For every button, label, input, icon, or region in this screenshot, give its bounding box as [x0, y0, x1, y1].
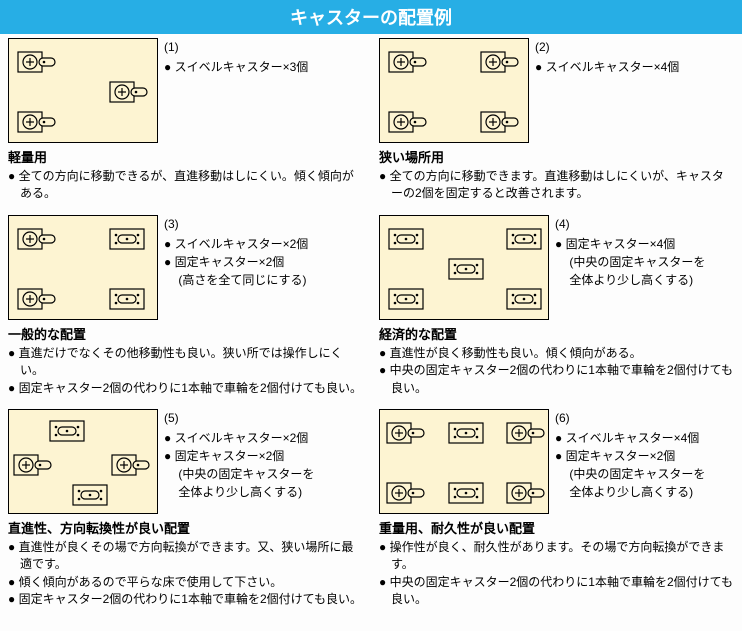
spec-line: スイベルキャスター×4個: [555, 429, 705, 447]
panel-heading: 重量用、耐久性が良い配置: [379, 518, 734, 537]
bullet-item: 操作性が良く、耐久性があります。その場で方向転換ができます。: [379, 539, 734, 574]
fixed-caster-icon: [448, 418, 484, 448]
panel-heading: 軽量用: [8, 147, 363, 166]
panel-specs: (3) スイベルキャスター×2個固定キャスター×2個(高さを全て同じにする): [164, 215, 308, 289]
page-title: キャスターの配置例: [290, 8, 452, 28]
panel-specs: (5) スイベルキャスター×2個固定キャスター×2個(中央の固定キャスターを 全体…: [164, 409, 314, 501]
bullet-item: 傾く傾向があるので平らな床で使用して下さい。: [8, 574, 363, 591]
spec-line: スイベルキャスター×3個: [164, 58, 308, 76]
swivel-caster-icon: [386, 418, 426, 448]
diagram-3: [8, 215, 158, 320]
bullet-list: 全ての方向に移動できます。直進移動はしにくいが、キャスターの2個を固定すると改善…: [379, 168, 734, 203]
bullet-list: 全ての方向に移動できるが、直進移動はしにくい。傾く傾向がある。: [8, 168, 363, 203]
bullet-item: 固定キャスター2個の代わりに1本軸で車輪を2個付けても良い。: [8, 380, 363, 397]
swivel-caster-icon: [17, 47, 57, 77]
fixed-caster-icon: [109, 284, 145, 314]
swivel-caster-icon: [480, 47, 520, 77]
bullet-item: 中央の固定キャスター2個の代わりに1本軸で車輪を2個付けても良い。: [379, 574, 734, 609]
panel-heading: 一般的な配置: [8, 324, 363, 343]
spec-line: 固定キャスター×4個: [555, 235, 705, 253]
panel-5: (5) スイベルキャスター×2個固定キャスター×2個(中央の固定キャスターを 全体…: [0, 405, 371, 617]
spec-line: 全体より少し高くする): [164, 483, 314, 501]
diagram-1: [8, 38, 158, 143]
bullet-list: 直進性が良くその場で方向転換ができます。又、狭い場所に最適です。傾く傾向があるの…: [8, 539, 363, 609]
swivel-caster-icon: [506, 418, 546, 448]
panel-grid: (1) スイベルキャスター×3個軽量用全ての方向に移動できるが、直進移動はしにくい…: [0, 34, 742, 617]
bullet-item: 全ての方向に移動できるが、直進移動はしにくい。傾く傾向がある。: [8, 168, 363, 203]
panel-heading: 直進性、方向転換性が良い配置: [8, 518, 363, 537]
bullet-item: 直進だけでなくその他移動性も良い。狭い所では操作しにくい。: [8, 345, 363, 380]
fixed-caster-icon: [506, 224, 542, 254]
swivel-caster-icon: [17, 224, 57, 254]
bullet-item: 直進性が良くその場で方向転換ができます。又、狭い場所に最適です。: [8, 539, 363, 574]
panel-number: (5): [164, 409, 314, 427]
diagram-5: [8, 409, 158, 514]
spec-line: (中央の固定キャスターを: [555, 465, 705, 483]
panel-specs: (1) スイベルキャスター×3個: [164, 38, 308, 76]
swivel-caster-icon: [17, 284, 57, 314]
fixed-caster-icon: [448, 478, 484, 508]
title-bar: キャスターの配置例: [0, 0, 742, 34]
swivel-caster-icon: [480, 107, 520, 137]
panel-heading: 経済的な配置: [379, 324, 734, 343]
panel-1: (1) スイベルキャスター×3個軽量用全ての方向に移動できるが、直進移動はしにくい…: [0, 34, 371, 211]
diagram-2: [379, 38, 529, 143]
spec-line: (高さを全て同じにする): [164, 271, 308, 289]
spec-line: 全体より少し高くする): [555, 271, 705, 289]
bullet-item: 固定キャスター2個の代わりに1本軸で車輪を2個付けても良い。: [8, 591, 363, 608]
swivel-caster-icon: [388, 107, 428, 137]
swivel-caster-icon: [386, 478, 426, 508]
fixed-caster-icon: [49, 416, 85, 446]
spec-line: スイベルキャスター×4個: [535, 58, 679, 76]
panel-number: (2): [535, 38, 679, 56]
panel-4: (4) 固定キャスター×4個(中央の固定キャスターを 全体より少し高くする) 経済的…: [371, 211, 742, 405]
spec-line: 固定キャスター×2個: [555, 447, 705, 465]
bullet-item: 全ての方向に移動できます。直進移動はしにくいが、キャスターの2個を固定すると改善…: [379, 168, 734, 203]
bullet-list: 直進性が良く移動性も良い。傾く傾向がある。中央の固定キャスター2個の代わりに1本…: [379, 345, 734, 397]
panel-number: (4): [555, 215, 705, 233]
panel-heading: 狭い場所用: [379, 147, 734, 166]
bullet-list: 操作性が良く、耐久性があります。その場で方向転換ができます。中央の固定キャスター…: [379, 539, 734, 609]
swivel-caster-icon: [388, 47, 428, 77]
bullet-item: 直進性が良く移動性も良い。傾く傾向がある。: [379, 345, 734, 362]
panel-number: (6): [555, 409, 705, 427]
panel-specs: (2) スイベルキャスター×4個: [535, 38, 679, 76]
fixed-caster-icon: [388, 284, 424, 314]
spec-line: スイベルキャスター×2個: [164, 235, 308, 253]
diagram-4: [379, 215, 549, 320]
panel-number: (1): [164, 38, 308, 56]
panel-2: (2) スイベルキャスター×4個狭い場所用全ての方向に移動できます。直進移動はしに…: [371, 34, 742, 211]
diagram-6: [379, 409, 549, 514]
swivel-caster-icon: [506, 478, 546, 508]
bullet-list: 直進だけでなくその他移動性も良い。狭い所では操作しにくい。固定キャスター2個の代…: [8, 345, 363, 397]
panel-3: (3) スイベルキャスター×2個固定キャスター×2個(高さを全て同じにする) 一般的…: [0, 211, 371, 405]
fixed-caster-icon: [506, 284, 542, 314]
fixed-caster-icon: [109, 224, 145, 254]
spec-line: 固定キャスター×2個: [164, 253, 308, 271]
spec-line: (中央の固定キャスターを: [164, 465, 314, 483]
panel-number: (3): [164, 215, 308, 233]
spec-line: (中央の固定キャスターを: [555, 253, 705, 271]
fixed-caster-icon: [448, 254, 484, 284]
panel-6: (6) スイベルキャスター×4個固定キャスター×2個(中央の固定キャスターを 全体…: [371, 405, 742, 617]
swivel-caster-icon: [13, 450, 53, 480]
spec-line: スイベルキャスター×2個: [164, 429, 314, 447]
fixed-caster-icon: [388, 224, 424, 254]
panel-specs: (4) 固定キャスター×4個(中央の固定キャスターを 全体より少し高くする): [555, 215, 705, 289]
bullet-item: 中央の固定キャスター2個の代わりに1本軸で車輪を2個付けても良い。: [379, 362, 734, 397]
swivel-caster-icon: [17, 107, 57, 137]
spec-line: 固定キャスター×2個: [164, 447, 314, 465]
spec-line: 全体より少し高くする): [555, 483, 705, 501]
fixed-caster-icon: [72, 480, 108, 510]
swivel-caster-icon: [109, 77, 149, 107]
swivel-caster-icon: [111, 450, 151, 480]
panel-specs: (6) スイベルキャスター×4個固定キャスター×2個(中央の固定キャスターを 全体…: [555, 409, 705, 501]
